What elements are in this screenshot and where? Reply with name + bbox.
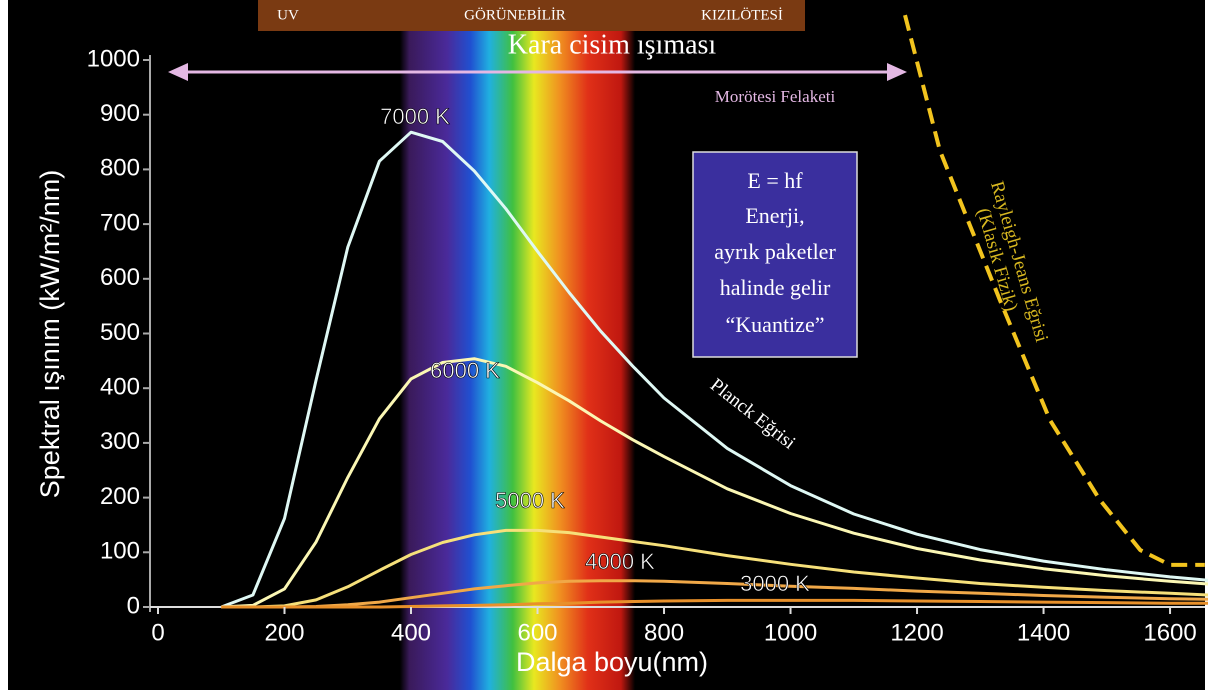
- chart: UV GÖRÜNEBİLİR KIZILÖTESİ Kara cisim ışı…: [0, 0, 1211, 695]
- curve-label: 5000 K: [495, 488, 565, 513]
- y-tick-label: 500: [100, 319, 140, 346]
- x-tick-label: 600: [517, 619, 557, 646]
- y-tick-label: 1000: [87, 45, 140, 72]
- curve-label: 3000 K: [740, 571, 810, 596]
- x-tick-label: 200: [264, 619, 304, 646]
- y-tick-label: 200: [100, 483, 140, 510]
- y-tick-label: 100: [100, 538, 140, 565]
- x-tick-label: 1400: [1017, 619, 1070, 646]
- x-tick-label: 400: [391, 619, 431, 646]
- y-tick-label: 600: [100, 264, 140, 291]
- band-label: KIZILÖTESİ: [701, 6, 783, 23]
- x-tick-label: 800: [644, 619, 684, 646]
- x-tick-label: 1600: [1143, 619, 1196, 646]
- box-text: ayrık paketler: [714, 239, 836, 264]
- y-axis-label: Spektral ışınım (kW/m²/nm): [35, 170, 65, 499]
- box-text: Enerji,: [745, 203, 804, 228]
- y-tick-label: 300: [100, 428, 140, 455]
- x-tick-label: 1000: [764, 619, 817, 646]
- y-tick-label: 800: [100, 155, 140, 182]
- annotation: Morötesi Felaketi: [715, 87, 836, 106]
- y-tick-label: 900: [100, 100, 140, 127]
- curve-label: 7000 K: [380, 104, 450, 129]
- box-text: halinde gelir: [720, 275, 831, 300]
- band-label: GÖRÜNEBİLİR: [464, 6, 566, 23]
- y-tick-label: 700: [100, 209, 140, 236]
- curve-label: 4000 K: [585, 549, 655, 574]
- curve-label: 6000 K: [430, 358, 500, 383]
- box-text: “Kuantize”: [726, 312, 825, 337]
- y-tick-label: 0: [127, 592, 140, 619]
- y-tick-label: 400: [100, 374, 140, 401]
- page: UV GÖRÜNEBİLİR KIZILÖTESİ Kara cisim ışı…: [0, 0, 1211, 695]
- chart-title: Kara cisim ışıması: [508, 29, 717, 60]
- x-axis-label: Dalga boyu(nm): [516, 647, 708, 677]
- x-tick-label: 0: [151, 619, 164, 646]
- box-text: E = hf: [747, 168, 803, 193]
- x-tick-label: 1200: [890, 619, 943, 646]
- band-label: UV: [277, 7, 299, 23]
